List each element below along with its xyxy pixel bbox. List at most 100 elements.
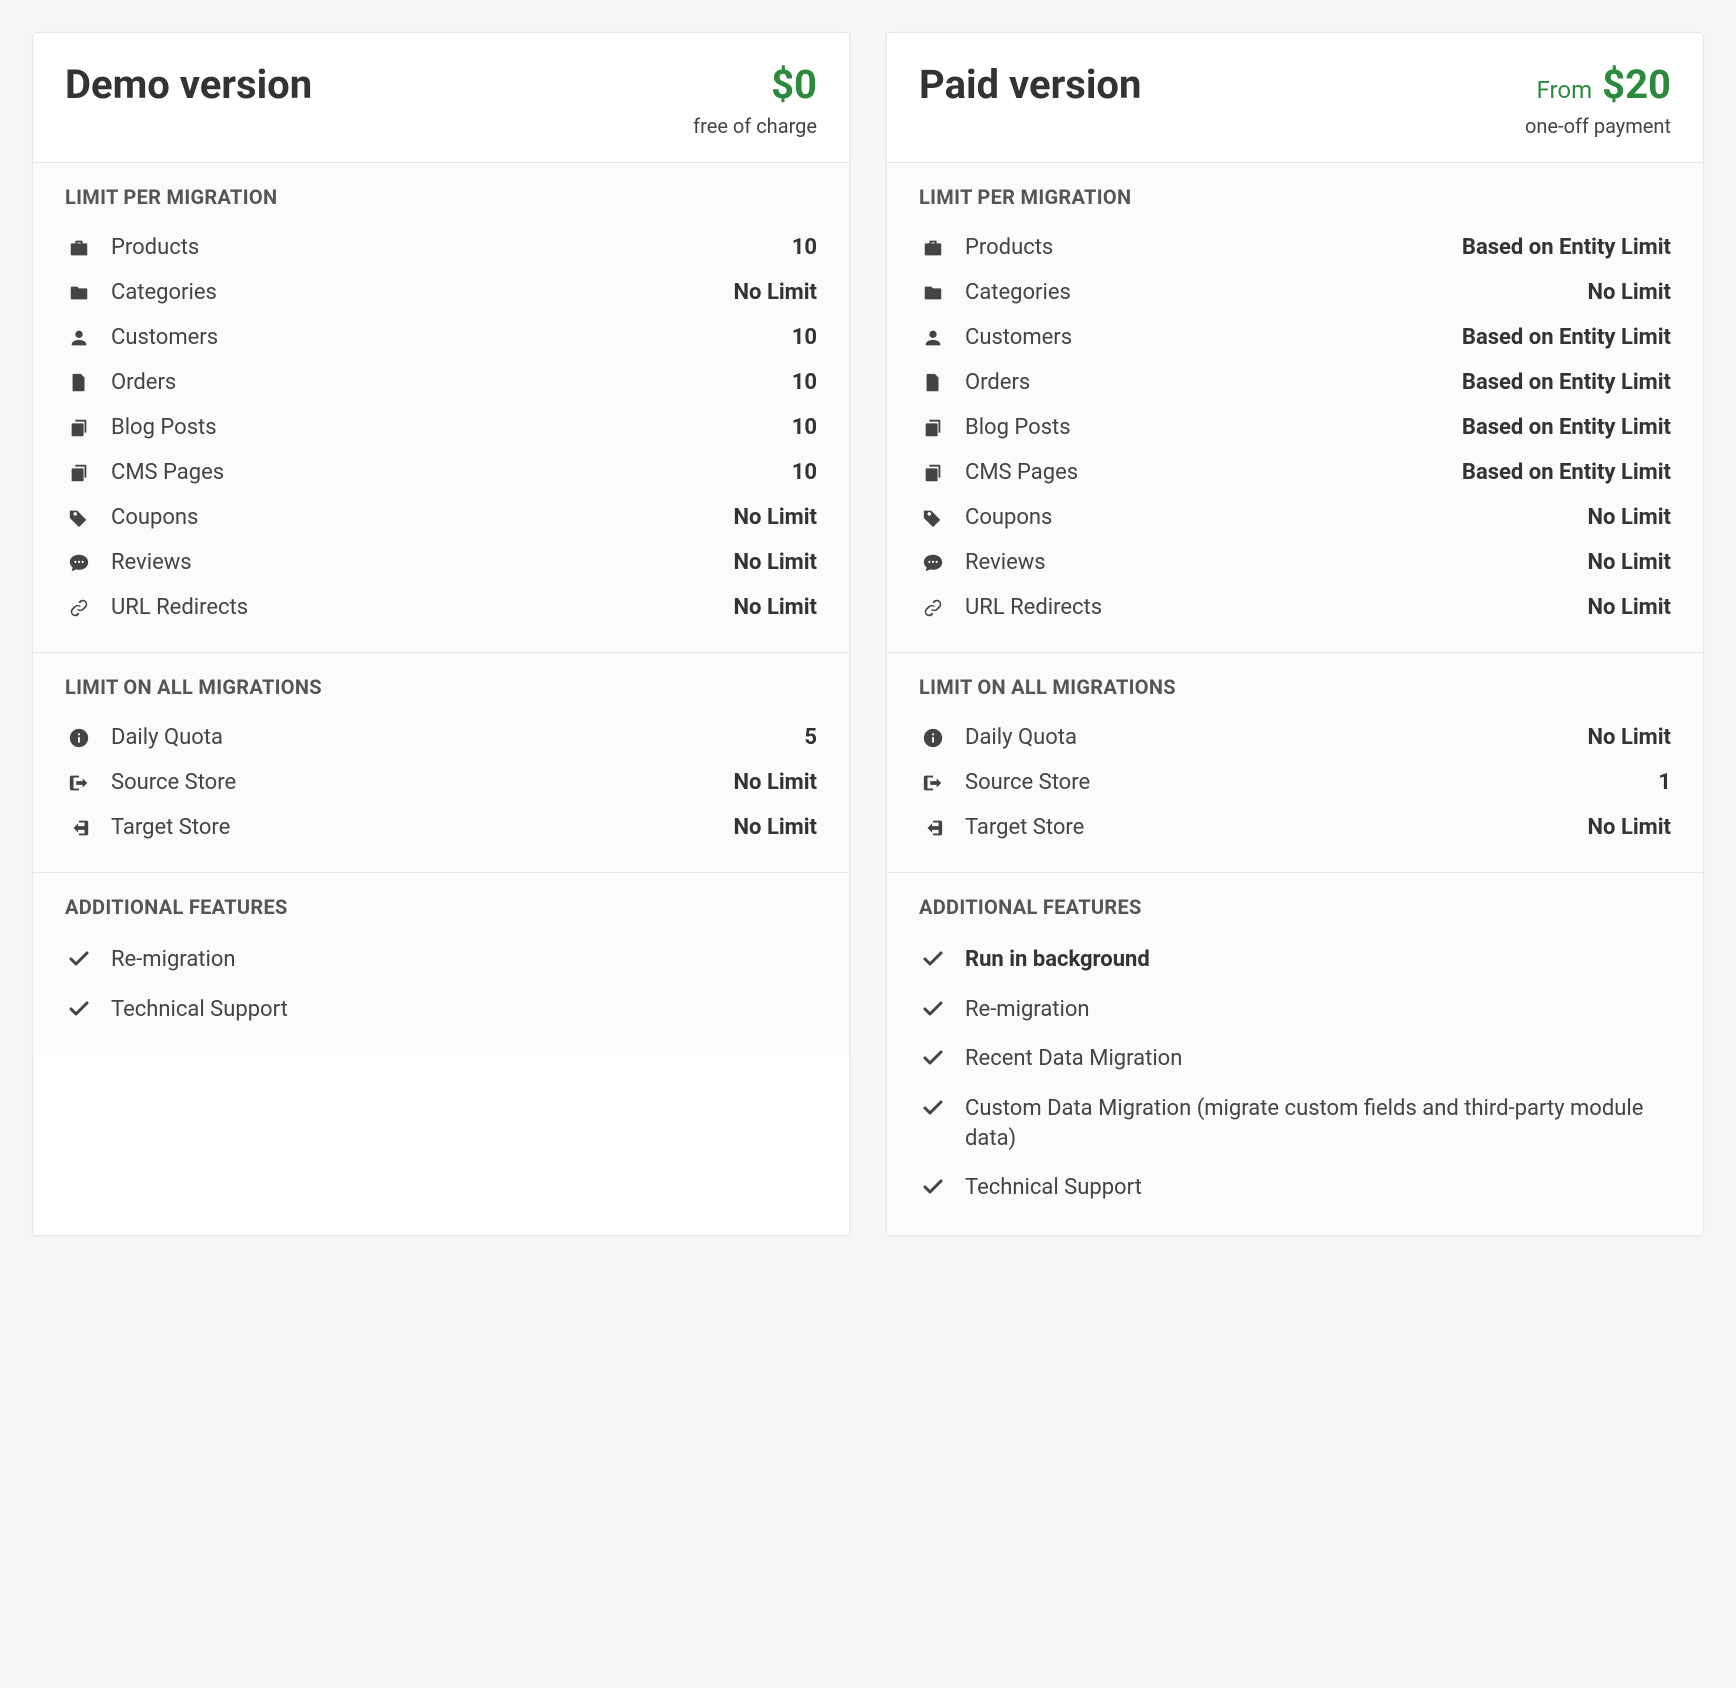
section-additional-features: ADDITIONAL FEATURES Run in background Re… — [887, 873, 1703, 1235]
limits-row: Blog Posts 10 — [65, 405, 817, 450]
limits-row: Coupons No Limit — [65, 495, 817, 540]
row-label: Reviews — [111, 550, 734, 575]
all_migrations-row: Source Store No Limit — [65, 760, 817, 805]
feature-row: Re-migration — [65, 935, 817, 985]
sign-out-icon — [919, 771, 947, 795]
feature-label: Custom Data Migration (migrate custom fi… — [965, 1094, 1671, 1153]
row-value: No Limit — [1588, 505, 1671, 530]
feature-row: Re-migration — [919, 985, 1671, 1035]
row-label: Products — [965, 235, 1462, 260]
row-label: Blog Posts — [965, 415, 1462, 440]
plan-header: Paid version From $20 one-off payment — [887, 33, 1703, 163]
limits-row: Coupons No Limit — [919, 495, 1671, 540]
row-label: Products — [111, 235, 792, 260]
row-value: 10 — [792, 460, 817, 485]
row-label: Target Store — [965, 815, 1588, 840]
row-value: Based on Entity Limit — [1462, 325, 1671, 350]
row-value: No Limit — [734, 770, 817, 795]
check-icon — [919, 997, 947, 1021]
row-label: Coupons — [111, 505, 734, 530]
feature-label: Run in background — [965, 945, 1671, 975]
row-label: Categories — [111, 280, 734, 305]
row-label: Categories — [965, 280, 1588, 305]
limits-row: Blog Posts Based on Entity Limit — [919, 405, 1671, 450]
user-icon — [65, 326, 93, 350]
plan-card-demo: Demo version $0 free of charge LIMIT PER… — [32, 32, 850, 1236]
copy-icon — [65, 461, 93, 485]
row-label: Source Store — [965, 770, 1658, 795]
all_migrations-row: Daily Quota No Limit — [919, 715, 1671, 760]
all_migrations-row: Target Store No Limit — [919, 805, 1671, 850]
comment-dots-icon — [65, 551, 93, 575]
row-label: Reviews — [965, 550, 1588, 575]
feature-row: Technical Support — [65, 985, 817, 1035]
file-lines-icon — [919, 371, 947, 395]
feature-label: Recent Data Migration — [965, 1044, 1671, 1074]
plan-header: Demo version $0 free of charge — [33, 33, 849, 163]
plan-price-block: $0 free of charge — [693, 61, 817, 138]
feature-label: Re-migration — [111, 945, 817, 975]
info-circle-icon — [65, 726, 93, 750]
sign-in-icon — [919, 816, 947, 840]
feature-row: Run in background — [919, 935, 1671, 985]
feature-row: Technical Support — [919, 1163, 1671, 1213]
limits-row: Reviews No Limit — [919, 540, 1671, 585]
row-value: 10 — [792, 415, 817, 440]
limits-row: Products Based on Entity Limit — [919, 225, 1671, 270]
row-label: Orders — [111, 370, 792, 395]
row-label: URL Redirects — [111, 595, 734, 620]
limits-row: Customers 10 — [65, 315, 817, 360]
limits-row: Customers Based on Entity Limit — [919, 315, 1671, 360]
row-value: 10 — [792, 235, 817, 260]
all_migrations-row: Target Store No Limit — [65, 805, 817, 850]
plan-card-paid: Paid version From $20 one-off payment LI… — [886, 32, 1704, 1236]
plan-price: $0 — [771, 61, 817, 108]
folder-icon — [65, 281, 93, 305]
section-limit-per-migration: LIMIT PER MIGRATION Products Based on En… — [887, 163, 1703, 653]
row-label: Target Store — [111, 815, 734, 840]
check-icon — [919, 947, 947, 971]
limits-row: Categories No Limit — [65, 270, 817, 315]
row-value: No Limit — [734, 505, 817, 530]
row-value: No Limit — [1588, 550, 1671, 575]
limits-row: Categories No Limit — [919, 270, 1671, 315]
sign-out-icon — [65, 771, 93, 795]
section-limit-per-migration: LIMIT PER MIGRATION Products 10 Categori… — [33, 163, 849, 653]
limits-row: CMS Pages 10 — [65, 450, 817, 495]
link-icon — [65, 596, 93, 620]
plan-title: Paid version — [919, 61, 1141, 108]
section-title: LIMIT ON ALL MIGRATIONS — [65, 675, 817, 699]
all_migrations-row: Daily Quota 5 — [65, 715, 817, 760]
feature-row: Custom Data Migration (migrate custom fi… — [919, 1084, 1671, 1163]
tags-icon — [919, 506, 947, 530]
row-value: 5 — [804, 725, 817, 750]
link-icon — [919, 596, 947, 620]
limits-row: Products 10 — [65, 225, 817, 270]
row-value: No Limit — [734, 595, 817, 620]
row-label: Orders — [965, 370, 1462, 395]
row-label: Customers — [965, 325, 1462, 350]
file-lines-icon — [65, 371, 93, 395]
section-limit-all-migrations: LIMIT ON ALL MIGRATIONS Daily Quota No L… — [887, 653, 1703, 873]
row-value: No Limit — [1588, 725, 1671, 750]
feature-row: Recent Data Migration — [919, 1034, 1671, 1084]
check-icon — [919, 1046, 947, 1070]
comment-dots-icon — [919, 551, 947, 575]
sign-in-icon — [65, 816, 93, 840]
briefcase-icon — [65, 236, 93, 260]
plan-subtitle: one-off payment — [1525, 114, 1671, 138]
copy-icon — [65, 416, 93, 440]
copy-icon — [919, 416, 947, 440]
section-additional-features: ADDITIONAL FEATURES Re-migration Technic… — [33, 873, 849, 1056]
row-label: Coupons — [965, 505, 1588, 530]
feature-label: Technical Support — [111, 995, 817, 1025]
row-value: No Limit — [1588, 815, 1671, 840]
plan-subtitle: free of charge — [693, 114, 817, 138]
limits-row: URL Redirects No Limit — [65, 585, 817, 630]
check-icon — [65, 997, 93, 1021]
row-value: 10 — [792, 325, 817, 350]
info-circle-icon — [919, 726, 947, 750]
copy-icon — [919, 461, 947, 485]
row-label: Daily Quota — [111, 725, 804, 750]
feature-label: Re-migration — [965, 995, 1671, 1025]
